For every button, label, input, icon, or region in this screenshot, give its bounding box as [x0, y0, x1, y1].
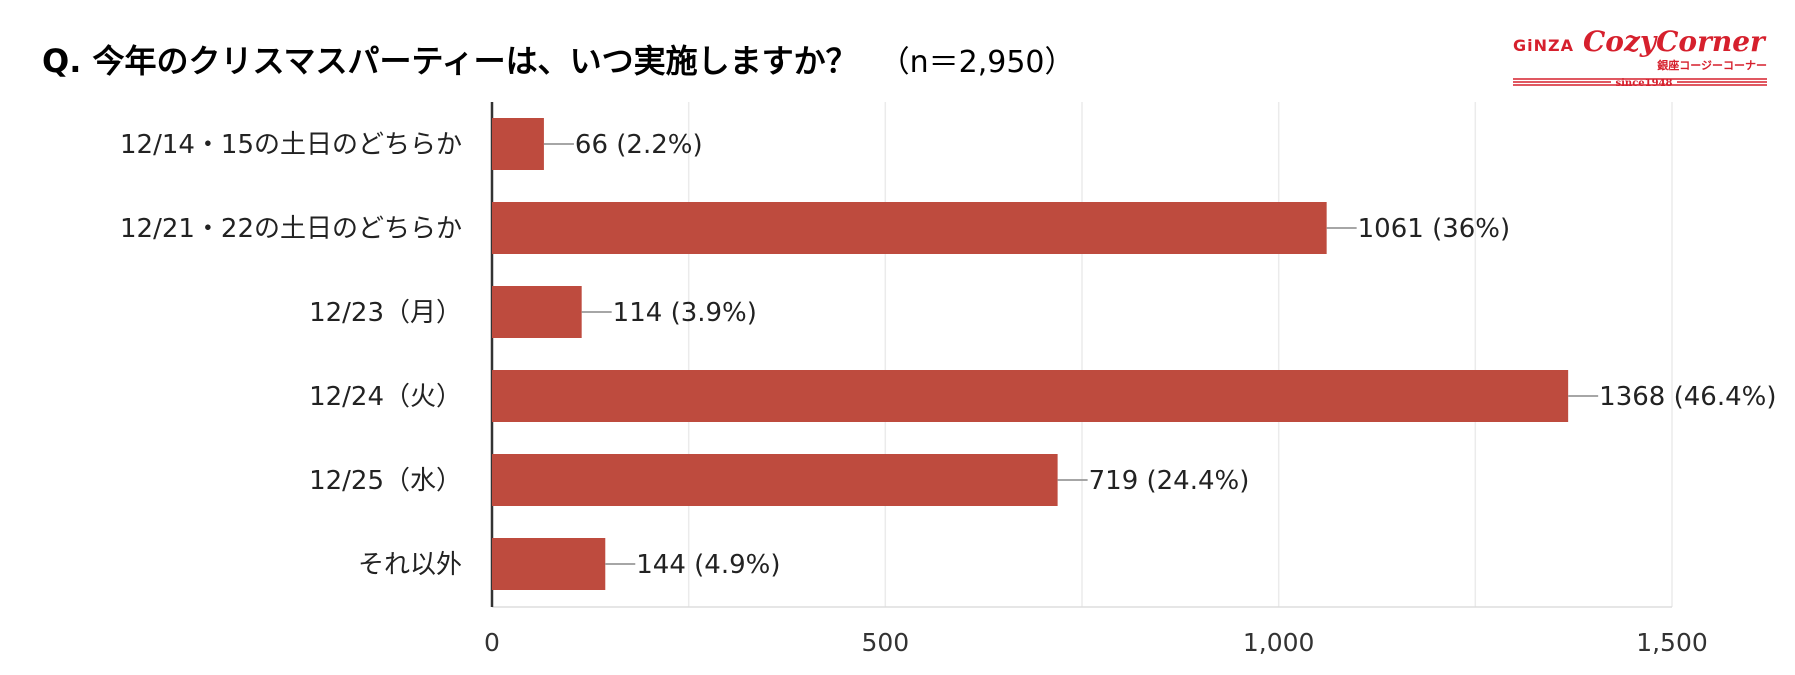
bar	[492, 370, 1569, 422]
question-text: Q. 今年のクリスマスパーティーは、いつ実施しますか？	[42, 42, 858, 80]
category-label: それ以外	[358, 550, 462, 580]
bar	[492, 286, 582, 338]
data-label: 144 (4.9%)	[636, 550, 780, 580]
bar	[492, 454, 1058, 506]
bars	[492, 118, 1569, 590]
category-label: 12/21・22の土日のどちらか	[120, 214, 462, 244]
x-tick-label: 500	[861, 628, 909, 657]
category-labels: 12/14・15の土日のどちらか 12/21・22の土日のどちらか 12/23（月）…	[120, 130, 462, 580]
logo-since: since1948	[1616, 78, 1673, 89]
x-tick-labels: 0 500 1,000 1,500	[484, 628, 1708, 657]
logo-ginza: GiNZA	[1513, 36, 1574, 55]
data-labels: 66 (2.2%) 1061 (36%) 114 (3.9%) 1368 (46.4%…	[543, 130, 1776, 580]
sample-size: （n＝2,950）	[879, 45, 1075, 80]
bar	[492, 202, 1327, 254]
data-label: 114 (3.9%)	[613, 298, 757, 328]
category-label: 12/25（水）	[309, 466, 462, 496]
category-label: 12/14・15の土日のどちらか	[120, 130, 462, 160]
x-tick-label: 1,000	[1243, 628, 1315, 657]
category-label: 12/23（月）	[309, 298, 462, 328]
logo-japanese: 銀座コージーコーナー	[1657, 58, 1767, 72]
brand-logo: GiNZA CozyCorner 銀座コージーコーナー since1948	[1513, 26, 1767, 89]
data-label: 1368 (46.4%)	[1599, 382, 1776, 412]
data-label: 66 (2.2%)	[575, 130, 703, 160]
x-tick-label: 1,500	[1636, 628, 1708, 657]
data-label: 719 (24.4%)	[1089, 466, 1250, 496]
bar	[492, 118, 544, 170]
data-label: 1061 (36%)	[1358, 214, 1511, 244]
logo-cozycorner: CozyCorner	[1583, 26, 1767, 58]
grid-lines	[490, 102, 1673, 608]
chart-title: Q. 今年のクリスマスパーティーは、いつ実施しますか？ （n＝2,950）	[42, 36, 1075, 82]
category-label: 12/24（火）	[309, 382, 462, 412]
x-tick-label: 0	[484, 628, 500, 657]
bar	[492, 538, 606, 590]
